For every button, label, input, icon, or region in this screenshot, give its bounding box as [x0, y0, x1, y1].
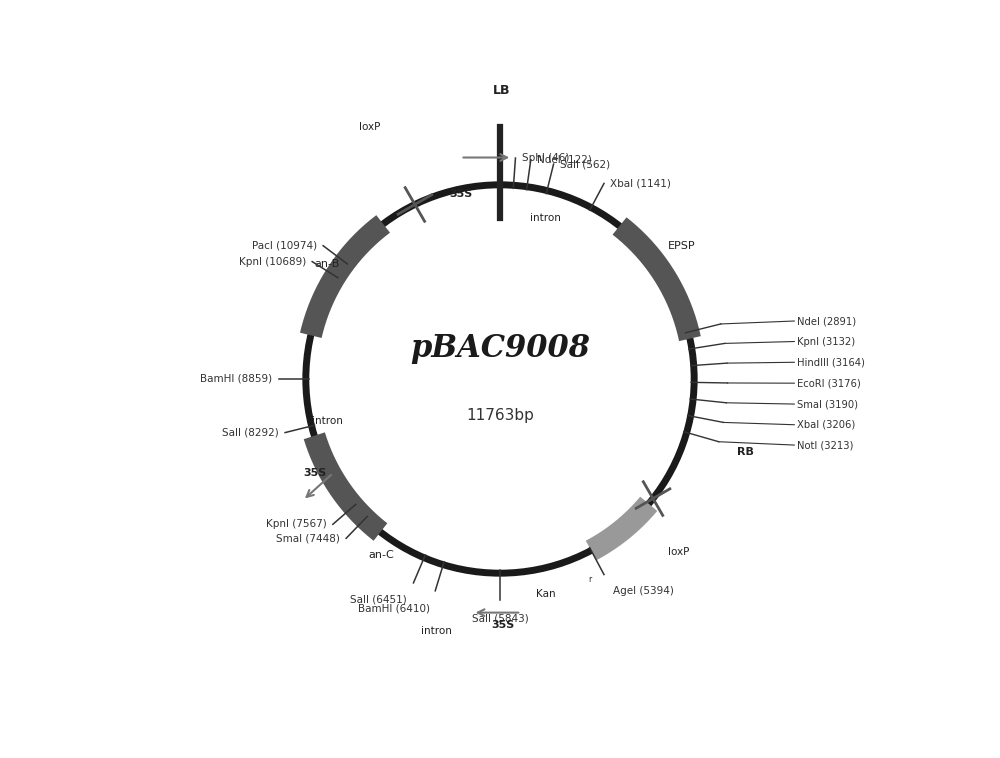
- Text: EcoRI (3176): EcoRI (3176): [797, 378, 861, 388]
- Text: SalI (5843): SalI (5843): [472, 614, 528, 624]
- Text: LB: LB: [492, 84, 510, 97]
- Text: Kan: Kan: [536, 590, 555, 600]
- Text: an-C: an-C: [369, 550, 395, 560]
- Text: intron: intron: [312, 416, 342, 427]
- Text: intron: intron: [421, 626, 452, 636]
- Text: HindIII (3164): HindIII (3164): [797, 357, 865, 368]
- Text: SalI (6451): SalI (6451): [350, 594, 406, 605]
- Text: KpnI (7567): KpnI (7567): [266, 519, 327, 529]
- Text: intron: intron: [530, 213, 561, 223]
- Text: XbaI (1141): XbaI (1141): [610, 178, 671, 189]
- Text: EPSP: EPSP: [668, 240, 696, 250]
- Text: NdeI (122): NdeI (122): [537, 155, 592, 164]
- Text: 35S: 35S: [303, 468, 327, 478]
- Text: r: r: [588, 575, 591, 584]
- Text: KpnI (3132): KpnI (3132): [797, 337, 855, 346]
- Text: 11763bp: 11763bp: [466, 408, 534, 423]
- Text: NdeI (2891): NdeI (2891): [797, 316, 856, 326]
- Text: pBAC9008: pBAC9008: [410, 334, 590, 364]
- Text: SmaI (7448): SmaI (7448): [276, 534, 340, 543]
- Text: 35S: 35S: [449, 189, 472, 199]
- Text: RB: RB: [737, 446, 754, 457]
- Text: KpnI (10689): KpnI (10689): [239, 257, 306, 267]
- Text: BamHI (8859): BamHI (8859): [200, 374, 272, 384]
- Text: SphI (46): SphI (46): [522, 153, 569, 163]
- Text: XbaI (3206): XbaI (3206): [797, 420, 856, 430]
- Text: BamHI (6410): BamHI (6410): [358, 603, 430, 613]
- Text: PacI (10974): PacI (10974): [252, 241, 317, 251]
- Text: loxP: loxP: [668, 547, 690, 557]
- Text: loxP: loxP: [359, 122, 380, 132]
- Text: SalI (562): SalI (562): [560, 159, 610, 169]
- Text: NotI (3213): NotI (3213): [797, 440, 854, 450]
- Text: SalI (8292): SalI (8292): [222, 428, 279, 437]
- Text: 35S: 35S: [491, 620, 515, 630]
- Text: SmaI (3190): SmaI (3190): [797, 399, 858, 409]
- Text: AgeI (5394): AgeI (5394): [613, 586, 673, 596]
- Text: an-B: an-B: [314, 258, 340, 268]
